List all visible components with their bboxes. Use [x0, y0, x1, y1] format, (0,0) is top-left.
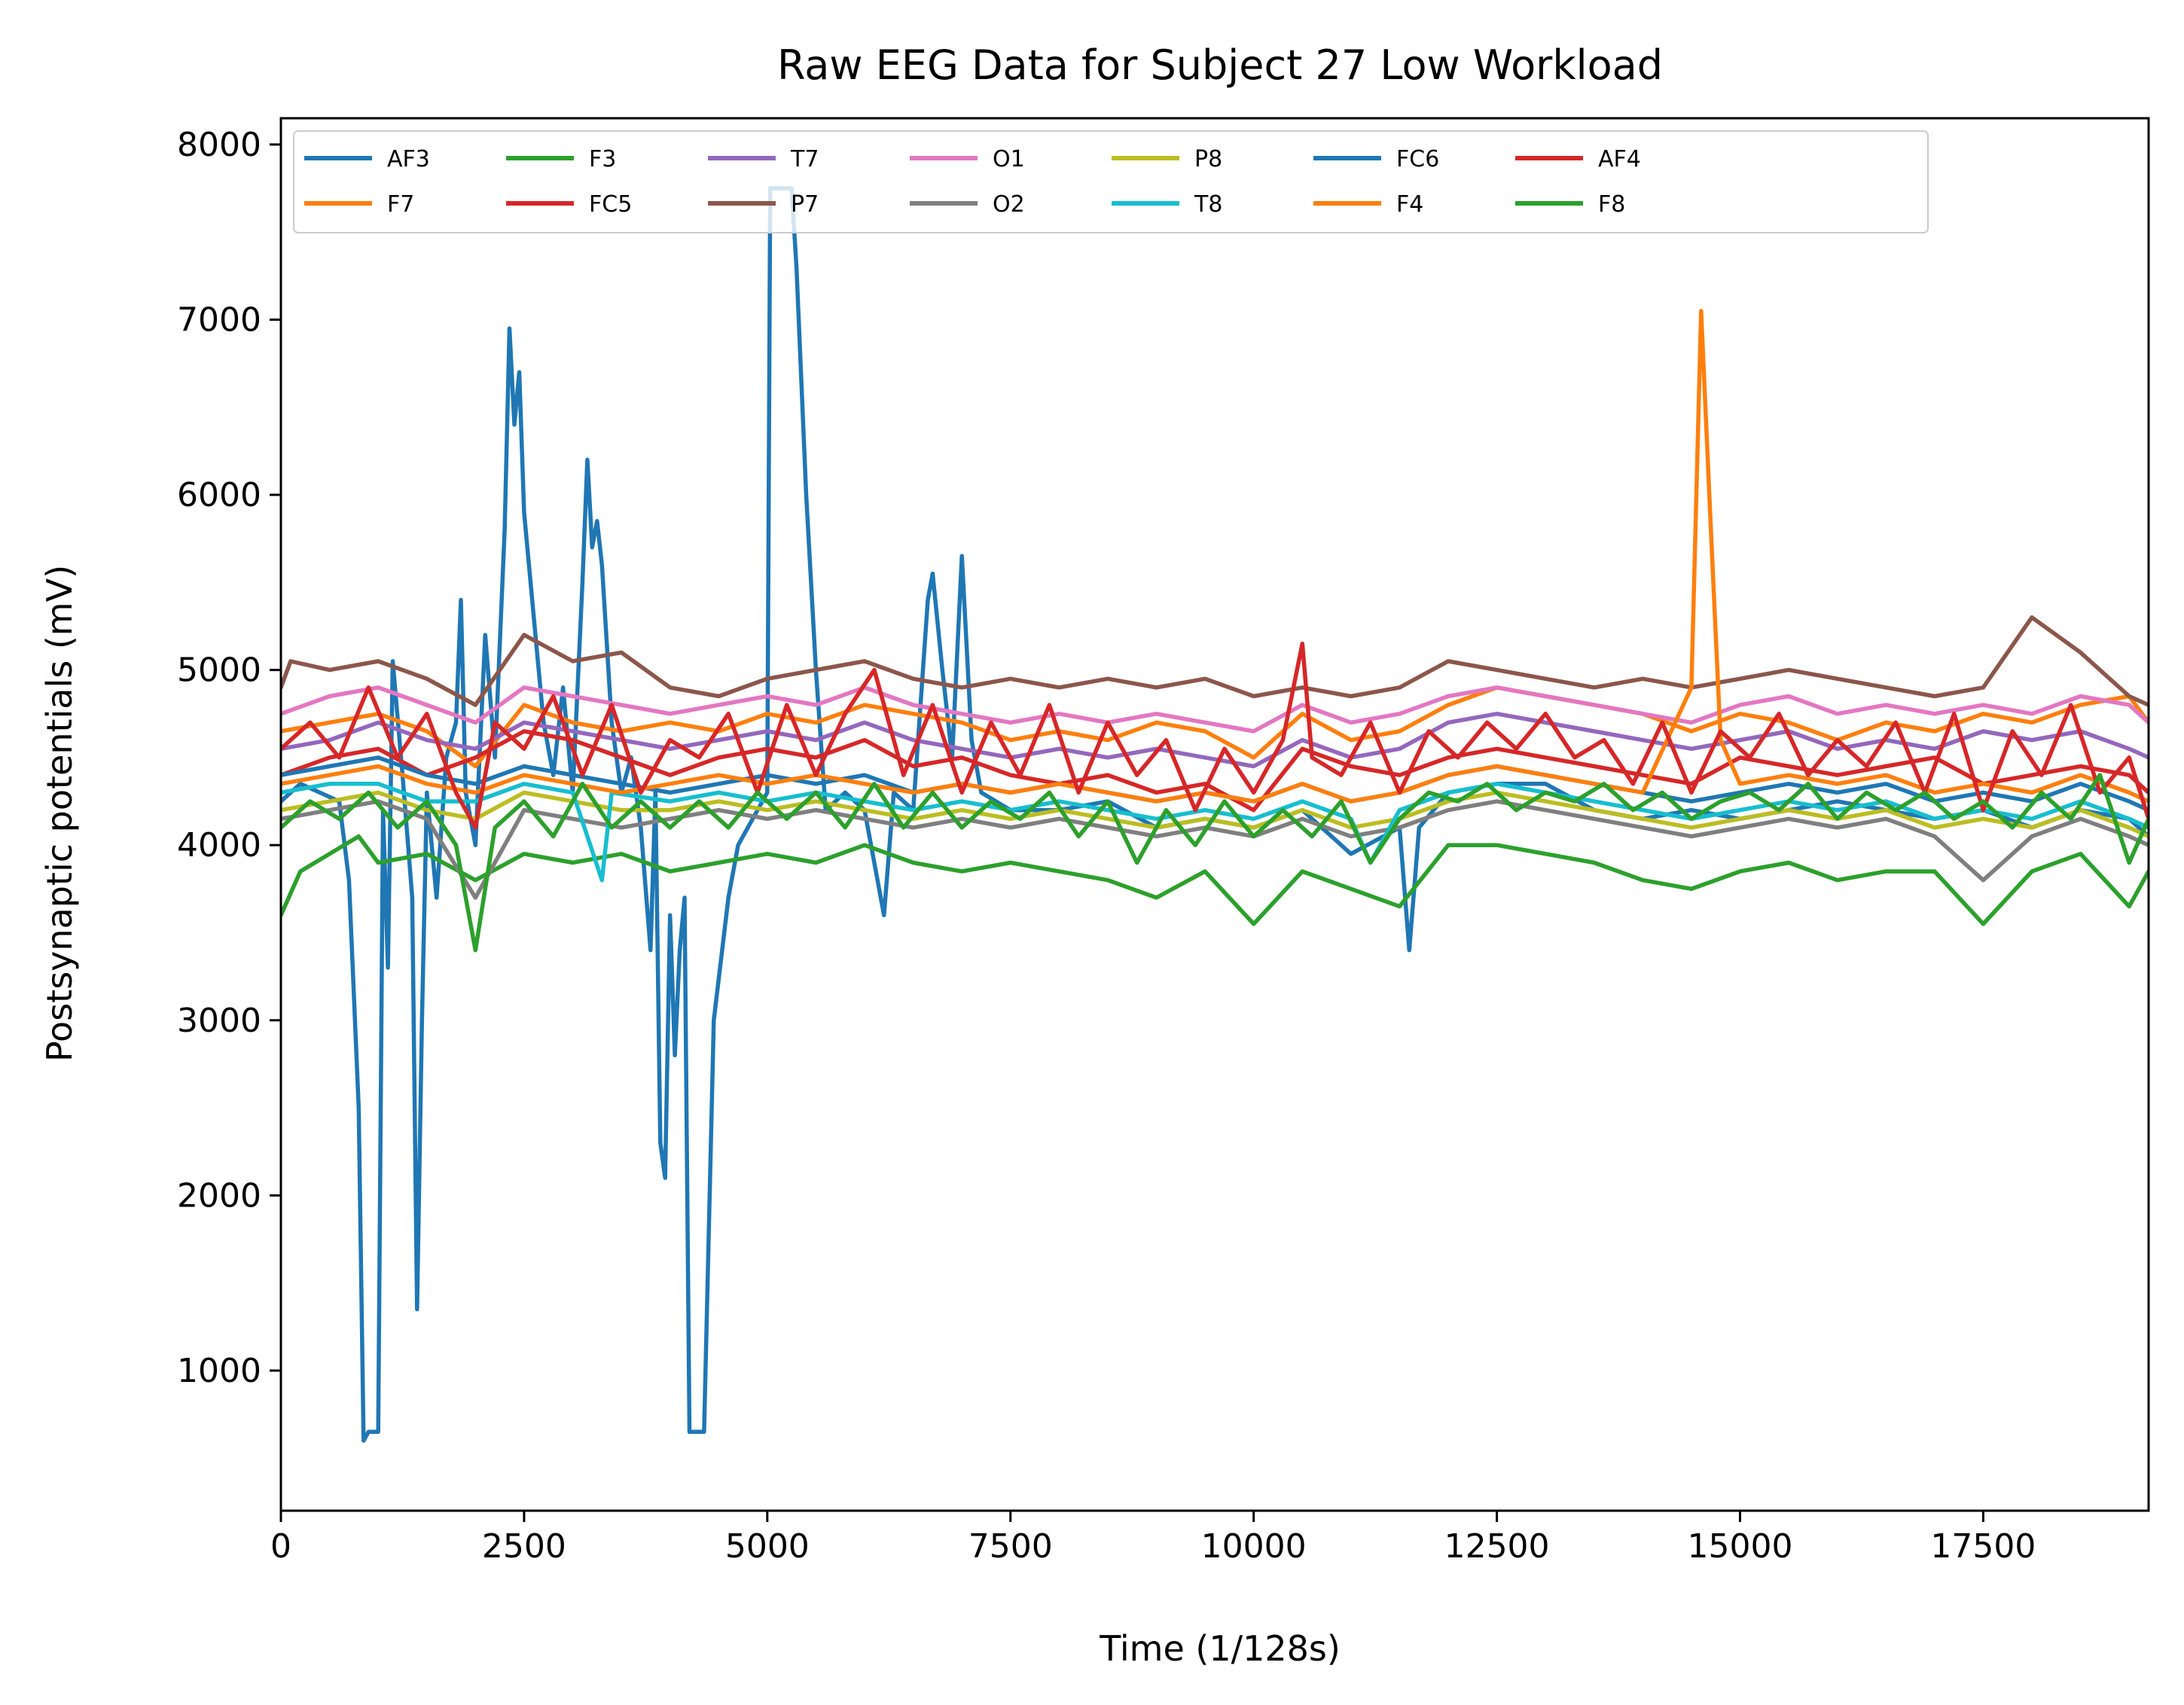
x-tick-label: 7500	[968, 1527, 1053, 1566]
legend-label: T8	[1194, 191, 1222, 218]
x-tick-label: 15000	[1688, 1527, 1793, 1566]
y-axis-label: Postsynaptic potentials (mV)	[39, 565, 80, 1062]
x-tick-label: 10000	[1201, 1527, 1307, 1566]
legend-label: F3	[589, 146, 616, 172]
x-tick-label: 17500	[1930, 1527, 2036, 1566]
legend-label: FC5	[589, 191, 632, 218]
y-tick-label: 1000	[177, 1352, 261, 1390]
legend-frame	[293, 130, 1929, 233]
axes-layer: 0 2500 5000 7500 10000 12500 15000 17500 1000 200…	[177, 117, 2150, 1566]
series-line-af3	[281, 186, 2149, 1443]
legend-label: P8	[1194, 146, 1222, 172]
series-line-o1	[281, 685, 2149, 734]
legend-entry-p8: P8	[1112, 146, 1222, 172]
legend-entry-f7: F7	[304, 191, 414, 218]
legend-entry-t7: T7	[708, 146, 819, 172]
legend-entry-f8: F8	[1515, 191, 1625, 218]
series-line-f4	[281, 309, 2149, 804]
series-line-f7	[281, 685, 2149, 769]
legend-entry-fc5: FC5	[506, 191, 632, 218]
chart-title: Raw EEG Data for Subject 27 Low Workload	[777, 41, 1663, 89]
y-tick-label: 6000	[177, 476, 261, 514]
legend-label: AF4	[1598, 146, 1641, 172]
legend-entry-af3: AF3	[304, 146, 430, 172]
legend-entry-fc6: FC6	[1313, 146, 1439, 172]
legend-entry-p7: P7	[708, 191, 819, 218]
y-tick-label: 7000	[177, 300, 261, 339]
legend: AF3 F7 F3 FC5 T7 P7 O1 O2 P8 T8 FC6 F4 AF4 F8	[293, 130, 1929, 233]
x-tick-label: 2500	[482, 1527, 566, 1566]
plot-frame	[279, 117, 2150, 1512]
series-line-o2	[281, 799, 2149, 900]
legend-entry-af4: AF4	[1515, 146, 1641, 172]
legend-label: F4	[1396, 191, 1423, 218]
legend-label: O2	[993, 191, 1025, 218]
y-tick-label: 5000	[177, 651, 261, 690]
x-tick-label: 0	[270, 1527, 291, 1566]
y-tick-label: 8000	[177, 126, 261, 164]
series-layer	[281, 186, 2149, 1443]
x-tick-label: 12500	[1444, 1527, 1550, 1566]
legend-label: F8	[1598, 191, 1625, 218]
legend-label: F7	[387, 191, 414, 218]
legend-label: FC6	[1396, 146, 1439, 172]
legend-entry-t8: T8	[1112, 191, 1222, 218]
legend-entry-f4: F4	[1313, 191, 1423, 218]
x-axis-label: Time (1/128s)	[1099, 1628, 1341, 1669]
legend-label: T7	[790, 146, 819, 172]
x-tick-label: 5000	[725, 1527, 810, 1566]
series-line-t8	[281, 782, 2149, 883]
y-tick-label: 2000	[177, 1176, 261, 1215]
series-line-f3	[281, 834, 2149, 926]
series-line-p7	[281, 615, 2149, 707]
legend-label: AF3	[387, 146, 430, 172]
legend-entry-o2: O2	[910, 191, 1025, 218]
legend-entry-f3: F3	[506, 146, 616, 172]
series-line-f8	[281, 773, 2149, 953]
y-tick-label: 4000	[177, 826, 261, 865]
legend-label: O1	[993, 146, 1025, 172]
legend-label: P7	[791, 191, 819, 218]
y-tick-label: 3000	[177, 1002, 261, 1040]
legend-entry-o1: O1	[910, 146, 1025, 172]
series-line-af4	[281, 641, 2149, 830]
